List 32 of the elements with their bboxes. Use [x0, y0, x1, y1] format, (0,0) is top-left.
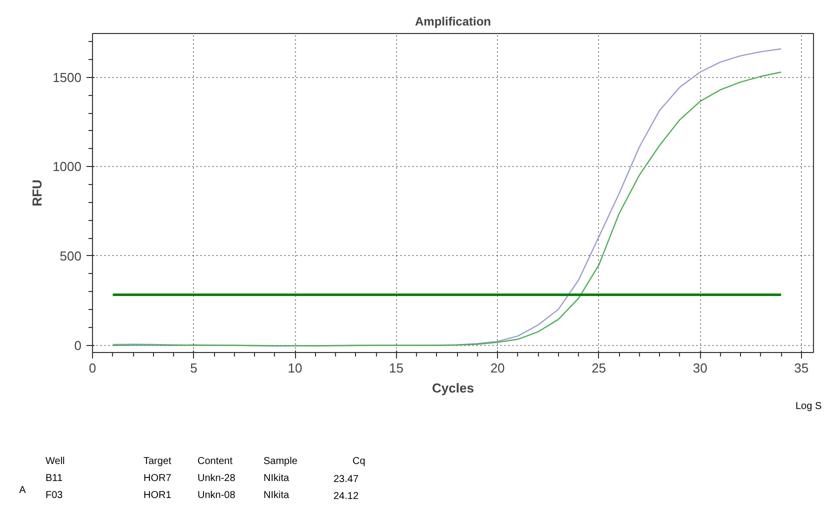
text: Unkn-08: [198, 490, 236, 501]
text: F03: [46, 490, 64, 501]
text: Well: [46, 456, 65, 467]
x-tick-label: 10: [288, 360, 302, 376]
text: NIkita: [264, 490, 290, 501]
text: 24.12: [333, 491, 359, 502]
x-tick-label: 35: [794, 360, 809, 376]
text: 23.47: [333, 474, 359, 485]
x-tick-label: 25: [592, 360, 606, 376]
text: Cq: [352, 456, 366, 467]
x-tick-label: 0: [88, 360, 96, 376]
y-tick-label: 1000: [52, 159, 82, 174]
text: B11: [46, 473, 63, 484]
chart-title: Amplification: [415, 14, 492, 28]
y-tick-label: 0: [74, 338, 82, 353]
text: A: [19, 485, 26, 496]
x-tick-label: 30: [692, 360, 708, 376]
y-tick-label: 500: [60, 248, 82, 264]
text: HOR1: [144, 490, 172, 501]
text: Target: [144, 456, 172, 467]
x-tick-label: 15: [389, 360, 404, 376]
x-axis-title: Cycles: [432, 380, 474, 396]
text: Log S: [796, 401, 822, 412]
text: Content: [198, 456, 233, 467]
x-tick-label: 20: [490, 360, 505, 376]
x-tick-label: 5: [190, 360, 198, 376]
text: Unkn-28: [198, 473, 236, 484]
y-axis-title: RFU: [30, 180, 45, 206]
text: Sample: [264, 456, 298, 467]
text: NIkita: [264, 473, 290, 484]
y-tick-label: 1500: [52, 70, 82, 85]
text: HOR7: [144, 473, 172, 484]
